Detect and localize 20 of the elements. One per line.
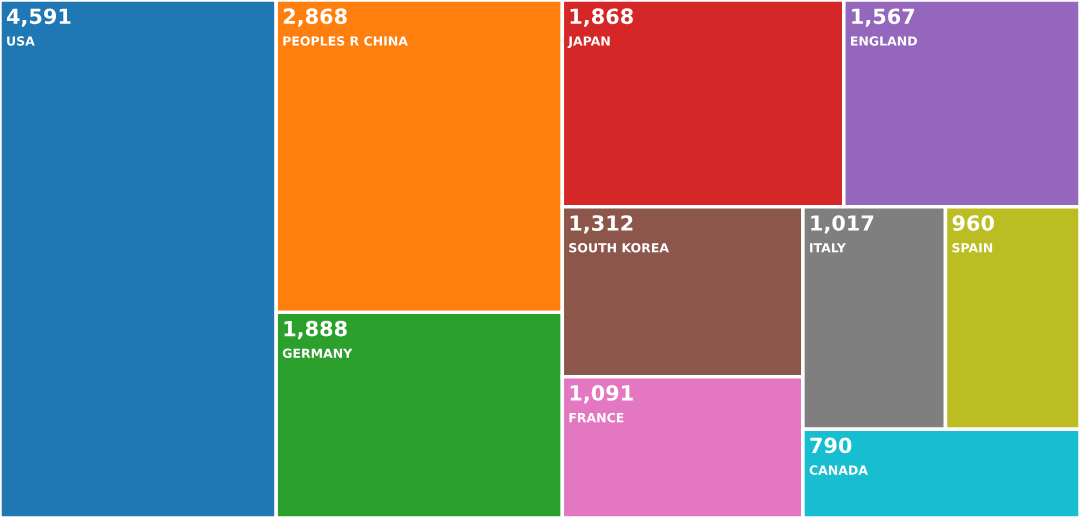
- data-label: 1,017: [811, 215, 874, 234]
- category-label: CANADA: [809, 465, 868, 475]
- data-label: 1,567: [852, 8, 915, 27]
- category-label: SPAIN: [952, 243, 993, 253]
- data-label: 790: [810, 437, 852, 454]
- category-label: ITALY: [810, 243, 846, 253]
- data-label: 1,312: [570, 215, 633, 234]
- category-label: JAPAN: [567, 36, 610, 48]
- data-label: 4,591: [6, 8, 71, 27]
- data-label: 2,868: [283, 8, 347, 27]
- data-label: 1,888: [284, 320, 347, 340]
- category-label: USA: [7, 36, 35, 46]
- data-label: 960: [952, 215, 994, 231]
- category-label: PEOPLES R CHINA: [283, 36, 408, 46]
- data-label: 1,868: [570, 8, 633, 27]
- category-label: FRANCE: [569, 412, 624, 423]
- data-label: 1,091: [570, 385, 633, 404]
- category-label: ENGLAND: [850, 36, 917, 46]
- category-label: GERMANY: [282, 348, 353, 359]
- category-label: SOUTH KOREA: [569, 243, 669, 253]
